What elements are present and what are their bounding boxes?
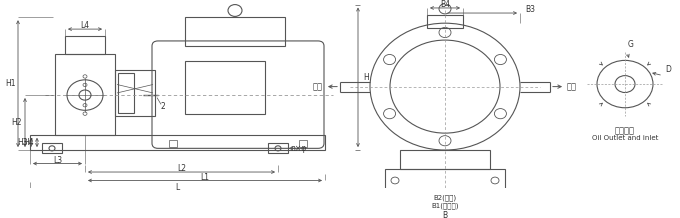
Bar [185, 61, 265, 114]
Bar [185, 17, 285, 46]
Text: L2: L2 [177, 164, 186, 173]
Text: D: D [665, 65, 671, 74]
Bar [268, 143, 288, 153]
Bar [30, 135, 325, 150]
Text: 进口: 进口 [567, 82, 577, 91]
Text: L1: L1 [201, 173, 209, 182]
Bar [400, 150, 490, 169]
Text: H4: H4 [24, 138, 34, 147]
Bar [42, 143, 62, 153]
Text: H3: H3 [18, 138, 29, 147]
Text: 出口: 出口 [313, 82, 323, 91]
Bar [65, 36, 105, 54]
Bar [299, 140, 307, 147]
Text: L: L [175, 183, 180, 192]
Text: L4: L4 [80, 21, 90, 30]
Text: B2(泵端): B2(泵端) [433, 194, 456, 201]
Bar [55, 54, 115, 135]
Text: 进出油口: 进出油口 [615, 126, 635, 135]
Text: G: G [628, 39, 634, 49]
Bar [115, 70, 155, 116]
Text: B4: B4 [440, 0, 450, 9]
Text: Oil Outlet and inlet: Oil Outlet and inlet [592, 135, 658, 141]
Bar [118, 73, 134, 113]
Bar [169, 140, 177, 147]
Text: H: H [363, 73, 369, 82]
Bar [385, 169, 505, 192]
Text: H1: H1 [5, 79, 15, 88]
Text: H2: H2 [12, 118, 22, 127]
Bar [427, 15, 463, 28]
Text: B1(电机端): B1(电机端) [431, 203, 459, 209]
Text: B3: B3 [525, 5, 535, 14]
Text: n×φ: n×φ [290, 144, 306, 153]
Text: L3: L3 [53, 156, 62, 165]
Text: B: B [443, 211, 447, 218]
Text: 2: 2 [160, 102, 165, 111]
